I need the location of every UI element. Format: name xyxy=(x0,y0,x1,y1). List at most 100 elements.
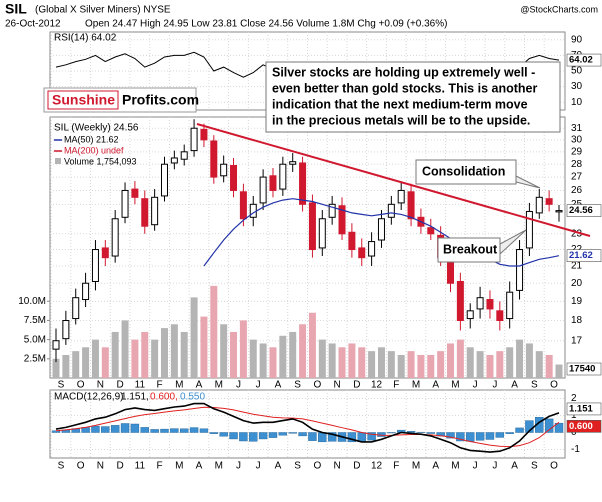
x-tick-label: 11 xyxy=(135,380,146,391)
subtitle: (Global X Silver Miners) NYSE xyxy=(35,5,171,16)
macd-histogram-bar xyxy=(209,432,219,434)
rsi-title: RSI(14) 64.02 xyxy=(54,33,117,44)
volume-bar xyxy=(348,343,356,378)
macd-histogram-bar xyxy=(258,432,268,440)
ma50-line xyxy=(203,198,560,267)
macd-histogram-bar xyxy=(308,432,317,441)
price-label: 24.56 xyxy=(569,205,593,216)
x-tick-label: F xyxy=(393,380,399,391)
candle-body xyxy=(299,162,307,205)
candle-body xyxy=(535,196,543,214)
x-tick-label: N xyxy=(97,461,104,472)
x-tick-label: O xyxy=(550,461,558,472)
x-tick-label: A xyxy=(196,461,203,472)
callout-box xyxy=(437,237,501,263)
macd-histogram-bar xyxy=(101,426,110,433)
x-tick-label: A xyxy=(432,380,439,391)
candle-body xyxy=(496,310,504,322)
volume-bar xyxy=(249,339,257,378)
candle-body xyxy=(111,218,119,257)
x-tick-label: N xyxy=(333,380,340,391)
y-tick-label: 18 xyxy=(571,315,583,326)
y-tick-label: 28 xyxy=(571,159,583,170)
candle-body xyxy=(289,161,297,165)
volume-bar xyxy=(52,358,60,378)
candle-body xyxy=(456,280,464,322)
volume-bar xyxy=(545,354,553,378)
rsi-tick-label: 10 xyxy=(571,97,583,108)
y-tick-label: 31 xyxy=(571,123,583,134)
macd-histogram-bar xyxy=(298,432,307,437)
rsi-label-box xyxy=(566,53,602,67)
volume-bar xyxy=(555,364,563,378)
logo-text: Profits.com xyxy=(122,92,199,108)
legend-swatch xyxy=(55,158,61,164)
x-tick-label: O xyxy=(313,380,321,391)
x-tick-label: S xyxy=(294,380,301,391)
x-tick-label: S xyxy=(58,380,65,391)
x-tick-label: S xyxy=(294,461,301,472)
macd-histogram-bar xyxy=(327,432,337,442)
macd-histogram-bar xyxy=(554,422,564,433)
candle-body xyxy=(279,163,287,190)
macd-histogram-bar xyxy=(120,423,130,433)
signal-line xyxy=(55,406,560,448)
volume-bar xyxy=(210,285,218,378)
macd-histogram-bar xyxy=(140,427,149,433)
macd-histogram-bar xyxy=(347,432,357,443)
source: @StockCharts.com xyxy=(520,4,598,14)
x-tick-label: S xyxy=(531,380,538,391)
breakout-callout: Breakout xyxy=(437,229,527,263)
x-tick-label: J xyxy=(236,380,241,391)
x-tick-label: A xyxy=(511,461,518,472)
volume-bar xyxy=(230,331,238,378)
volume-bar xyxy=(62,354,70,378)
x-tick-label: J xyxy=(473,461,478,472)
volume-bar xyxy=(141,331,149,378)
macd-tick-label: -1 xyxy=(571,444,580,455)
macd-histogram-bar xyxy=(495,432,505,438)
macd-histogram-bar xyxy=(268,432,278,438)
volume-bar xyxy=(447,343,455,378)
volume-bar xyxy=(417,354,425,378)
x-tick-label: A xyxy=(275,380,282,391)
ma50-label: 21.62 xyxy=(569,250,593,261)
volume-tick-label: 2.5M xyxy=(24,353,46,364)
x-tick-label: A xyxy=(511,380,518,391)
volume-tick-label: 5.0M xyxy=(24,334,46,345)
volume-bar xyxy=(496,351,504,378)
volume-bar xyxy=(318,339,326,378)
candle-body xyxy=(52,340,60,350)
candle-body xyxy=(200,128,208,141)
rsi-tick-label: 90 xyxy=(571,34,583,45)
candle-body xyxy=(476,297,484,310)
candle-body xyxy=(328,203,336,218)
x-tick-label: O xyxy=(77,461,85,472)
volume-bar xyxy=(377,347,385,378)
volume-label: 17540 xyxy=(569,364,595,375)
volume-bar xyxy=(525,343,533,378)
volume-bar xyxy=(397,354,405,378)
candle-body xyxy=(555,210,563,213)
macd-label: 1.151 xyxy=(569,403,593,414)
macd-tick-label: 2 xyxy=(571,393,577,404)
x-tick-label: N xyxy=(333,461,340,472)
macd-histogram-bar xyxy=(426,432,435,434)
legend-entry: MA(200) undef xyxy=(64,145,124,155)
x-tick-label: M xyxy=(451,380,459,391)
y-tick-label: 23 xyxy=(571,228,583,239)
x-tick-label: N xyxy=(97,380,104,391)
volume-bar xyxy=(190,297,198,378)
candle-body xyxy=(170,157,178,164)
macd-histogram-bar xyxy=(110,425,120,433)
x-tick-label: 12 xyxy=(371,380,383,391)
volume-bar xyxy=(131,339,139,378)
symbol: SIL xyxy=(5,1,27,17)
volume-bar xyxy=(328,343,336,378)
rsi-tick-label: 30 xyxy=(571,81,583,92)
volume-bar xyxy=(220,324,228,378)
candle-body xyxy=(407,191,415,220)
macd-hist-value: 0.550 xyxy=(180,392,205,403)
candle-body xyxy=(151,196,159,226)
macd-histogram-bar xyxy=(160,428,169,433)
